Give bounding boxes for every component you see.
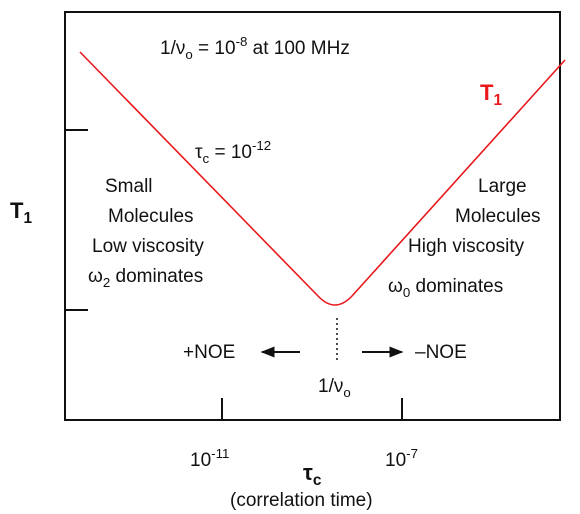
- text-part: Molecules: [455, 206, 541, 227]
- text-part: dominates: [110, 266, 203, 287]
- text-part: c: [203, 151, 210, 166]
- text-part: ω: [388, 276, 403, 297]
- text-part: +NOE: [183, 342, 235, 363]
- text-part: τ: [303, 460, 313, 485]
- text-part: Low viscosity: [92, 236, 204, 257]
- text-part: -12: [252, 138, 271, 153]
- text-part: 10: [385, 450, 406, 471]
- noe-label: –NOE: [415, 342, 467, 363]
- region-text: Molecules: [108, 206, 194, 227]
- x-axis-note: (correlation time): [230, 490, 373, 511]
- text-part: = 10: [209, 142, 252, 163]
- region-text: ω0 dominates: [388, 276, 503, 300]
- text-part: τ: [195, 142, 203, 163]
- text-part: Small: [105, 176, 153, 197]
- text-part: 1/ν: [160, 38, 185, 59]
- x-tick-label: 10-11: [190, 446, 229, 471]
- crossover-label: 1/νo: [318, 376, 351, 400]
- text-part: dominates: [410, 276, 503, 297]
- x-tick-label: 10-7: [385, 446, 418, 471]
- region-text: Molecules: [455, 206, 541, 227]
- x-axis-label: τc: [303, 460, 322, 489]
- text-part: 10: [190, 450, 211, 471]
- t1-curve: [79, 51, 566, 306]
- text-part: c: [313, 472, 322, 489]
- text-part: Large: [478, 176, 527, 197]
- text-part: at 100 MHz: [247, 38, 349, 59]
- text-part: -11: [211, 446, 229, 461]
- region-text: Low viscosity: [92, 236, 204, 257]
- minimum-label: τc = 10-12: [195, 138, 271, 166]
- text-part: High viscosity: [408, 236, 525, 257]
- text-part: 1: [23, 210, 32, 227]
- text-part: o: [185, 47, 192, 62]
- text-part: 0: [403, 285, 410, 300]
- text-part: 1: [493, 92, 502, 109]
- text-part: T: [480, 80, 494, 105]
- title: 1/νo = 10-8 at 100 MHz: [160, 34, 350, 62]
- region-text: Small: [105, 176, 153, 197]
- text-part: –NOE: [415, 342, 467, 363]
- text-part: ω: [88, 266, 103, 287]
- region-text: High viscosity: [408, 236, 525, 257]
- text-part: T: [10, 198, 24, 223]
- text-part: (correlation time): [230, 490, 373, 511]
- text-part: 1/ν: [318, 376, 343, 397]
- region-text: Large: [478, 176, 527, 197]
- text-part: Molecules: [108, 206, 194, 227]
- text-part: 2: [103, 275, 110, 290]
- frame: [64, 11, 561, 421]
- curve-label: T1: [480, 80, 502, 109]
- y-axis-label: T1: [10, 198, 32, 227]
- noe-label: +NOE: [183, 342, 235, 363]
- text-part: -8: [236, 34, 248, 49]
- text-part: -7: [406, 446, 418, 461]
- text-part: = 10: [193, 38, 236, 59]
- text-part: o: [343, 385, 350, 400]
- region-text: ω2 dominates: [88, 266, 203, 290]
